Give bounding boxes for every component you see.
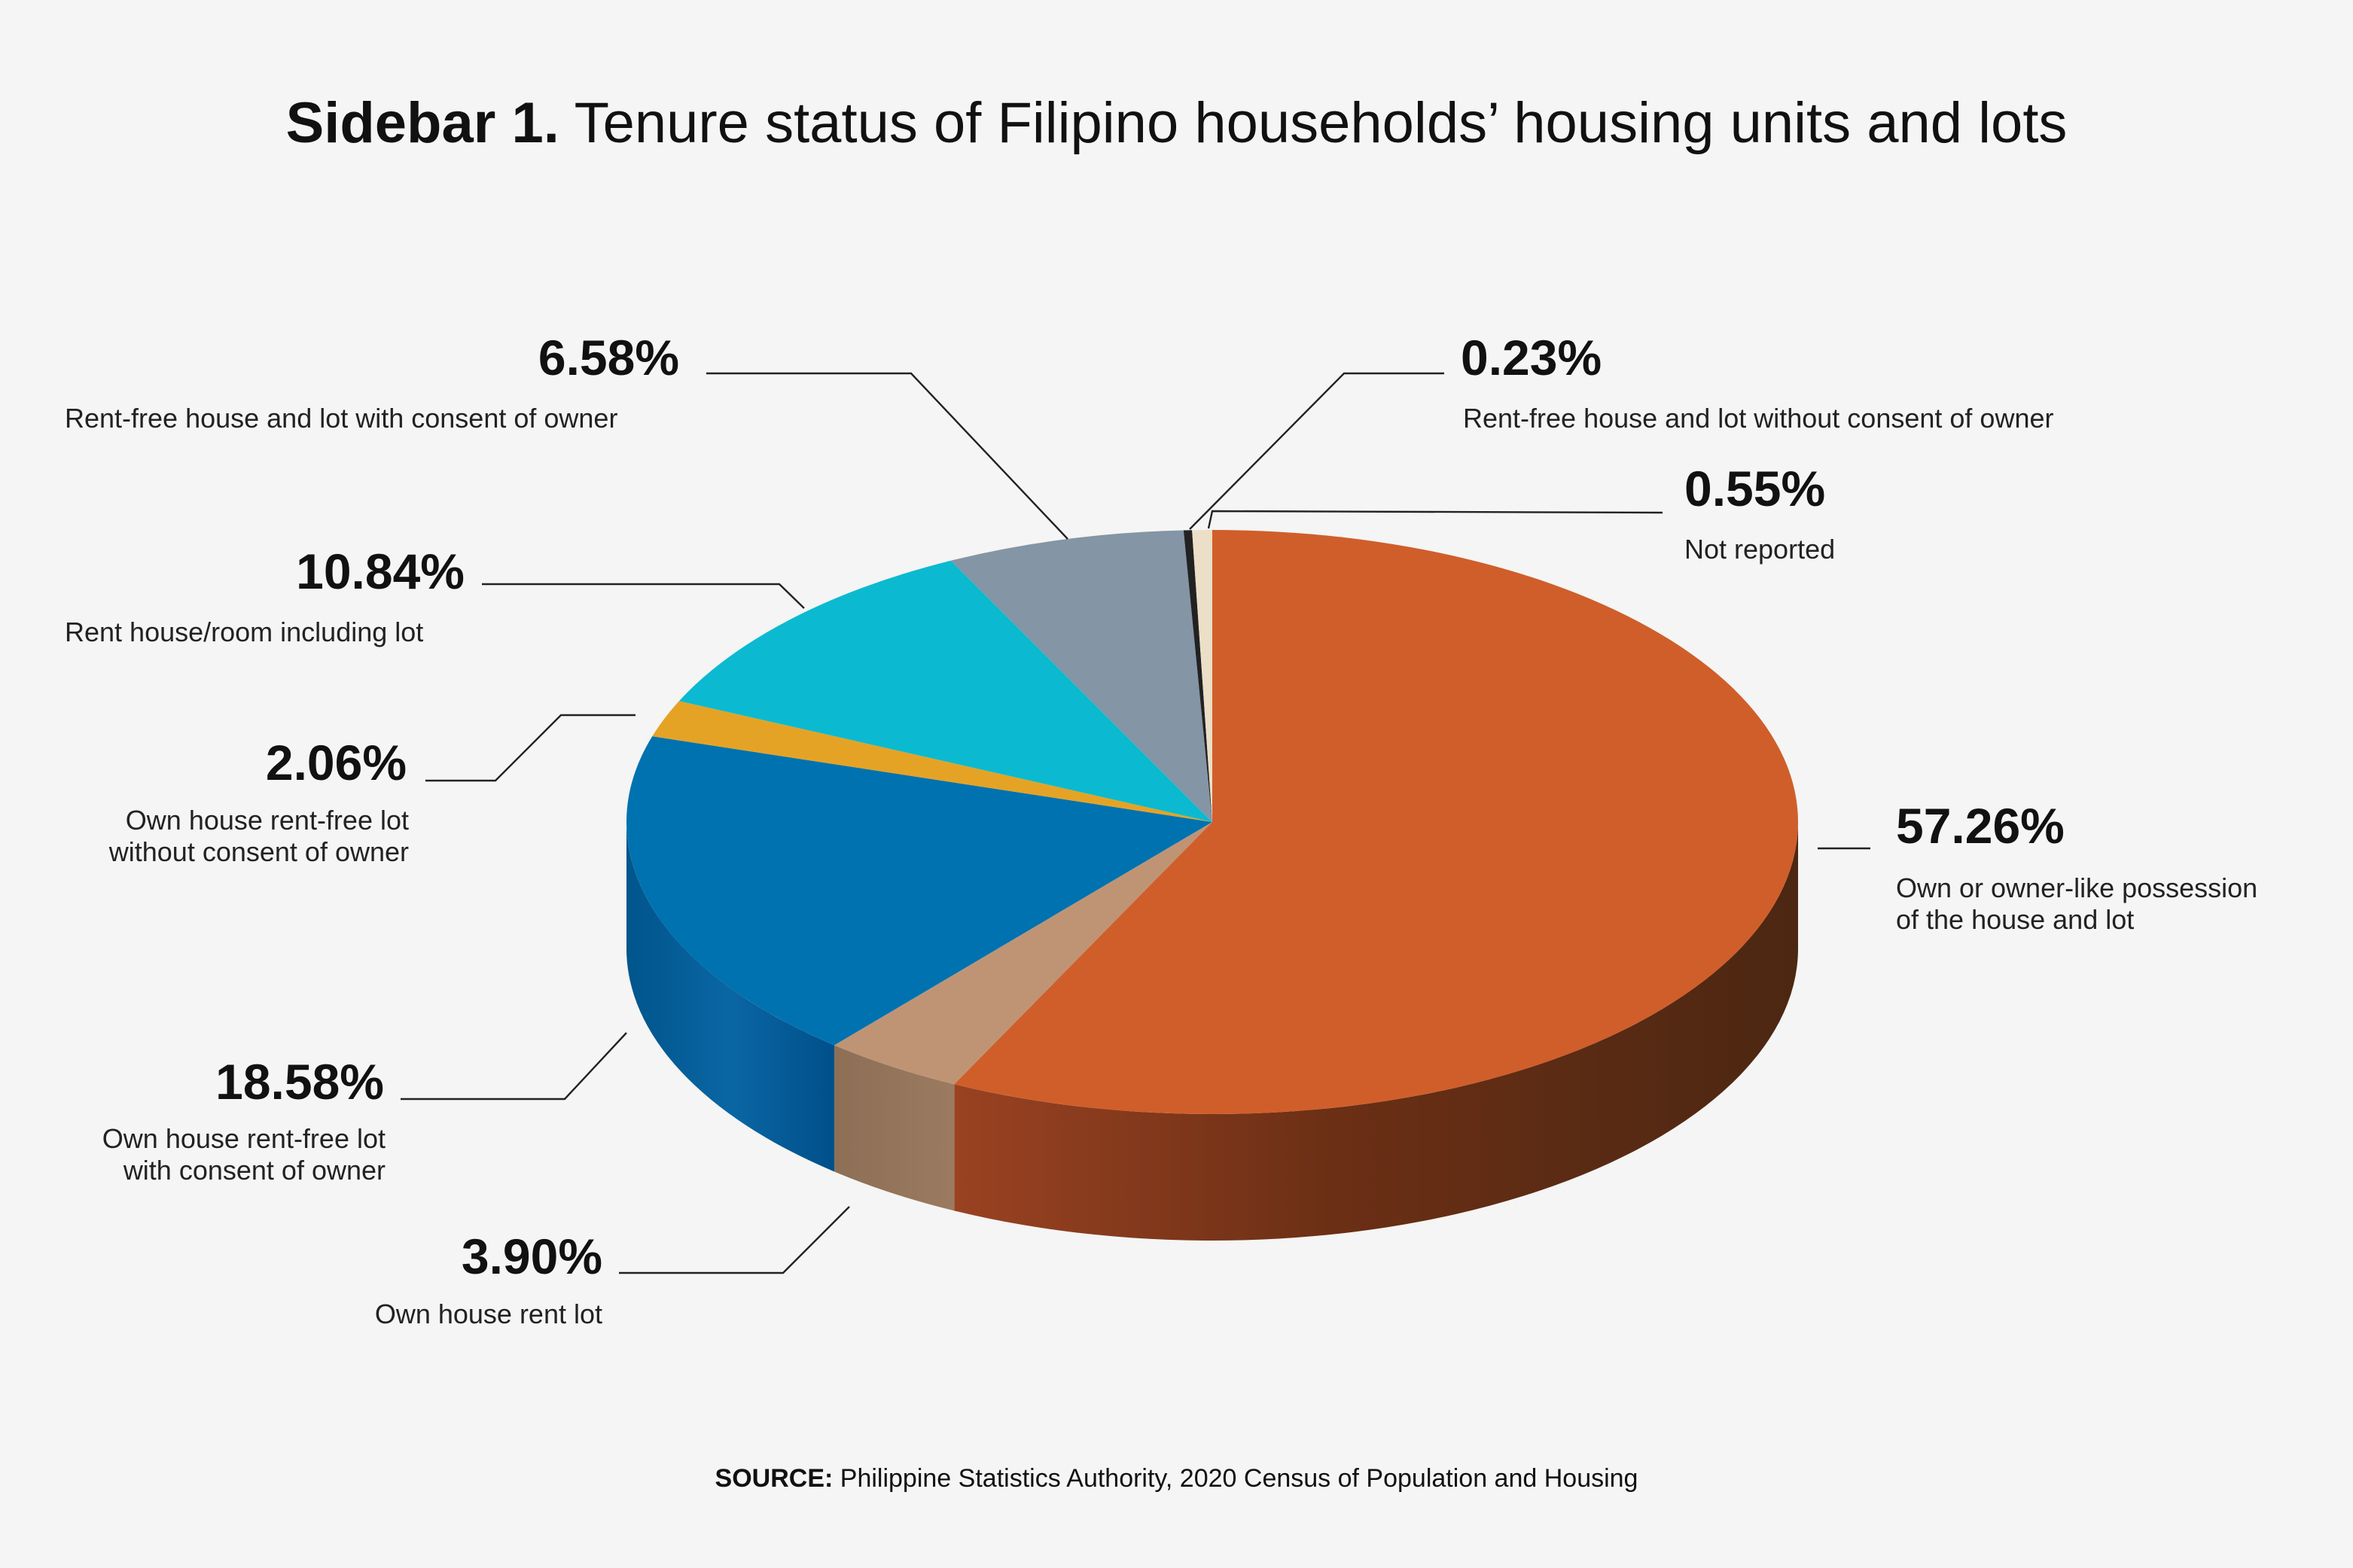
leader-line: [1207, 510, 1663, 529]
slice-category-label: Rent house/room including lot: [65, 617, 423, 647]
pie-slice: [652, 701, 1212, 822]
leader-line: [619, 1206, 850, 1274]
pie-slice-side: [954, 822, 1798, 1241]
pie-slice: [626, 736, 1212, 1046]
slice-value-label: 0.55%: [1684, 461, 1825, 516]
slice-category-label: Rent-free house and lot without consent …: [1463, 403, 2053, 434]
leader-line: [1189, 372, 1444, 530]
slice-value-label: 2.06%: [266, 735, 407, 790]
slice-value-label: 10.84%: [296, 543, 465, 599]
pie-slice: [678, 560, 1212, 822]
pie-slice: [834, 822, 1212, 1085]
pie-slice-side: [834, 1045, 955, 1211]
slice-category-label: Rent-free house and lot with consent of …: [65, 403, 617, 434]
slice-category-label: Not reported: [1684, 534, 1835, 565]
leader-line: [401, 1032, 627, 1101]
pie-slice-side: [626, 822, 835, 1172]
slice-category-label: Own house rent-free lot without consent o…: [108, 805, 409, 867]
chart-title: Sidebar 1. Tenure status of Filipino hou…: [285, 91, 2068, 155]
slice-category-label: Own house rent lot: [375, 1299, 602, 1329]
slice-category-label: Own or owner-like possession of the house…: [1896, 872, 2257, 935]
pie-slice: [1183, 530, 1212, 822]
slice-category-label: Own house rent-free lot with consent of o…: [102, 1123, 386, 1186]
slice-value-label: 3.90%: [462, 1229, 602, 1284]
slice-value-label: 6.58%: [538, 330, 679, 385]
pie-slice: [950, 530, 1212, 822]
slice-value-label: 0.23%: [1461, 330, 1602, 385]
slice-value-label: 57.26%: [1896, 798, 2065, 854]
pie-slice: [954, 530, 1798, 1114]
leader-line: [482, 583, 805, 609]
source-note: SOURCE: Philippine Statistics Authority,…: [715, 1464, 1638, 1493]
slice-value-label: 18.58%: [215, 1054, 384, 1110]
leader-line: [706, 372, 1068, 540]
leader-line: [425, 714, 635, 782]
pie-slice: [1192, 530, 1212, 822]
